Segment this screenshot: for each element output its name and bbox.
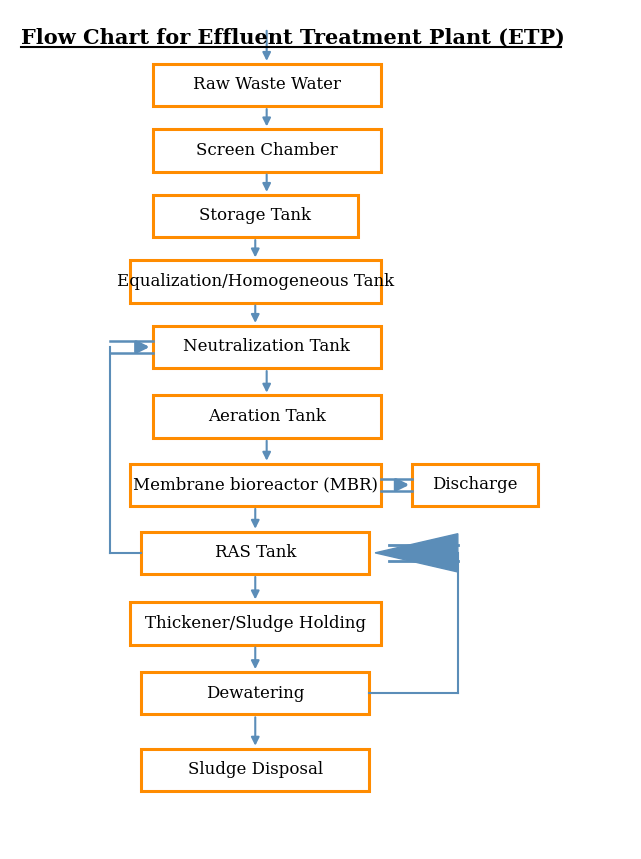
Polygon shape — [375, 533, 458, 572]
FancyBboxPatch shape — [129, 260, 381, 302]
FancyBboxPatch shape — [129, 464, 381, 506]
FancyBboxPatch shape — [153, 195, 358, 237]
FancyBboxPatch shape — [153, 395, 381, 438]
Text: Dewatering: Dewatering — [206, 685, 304, 702]
Text: Raw Waste Water: Raw Waste Water — [193, 76, 340, 94]
Text: Storage Tank: Storage Tank — [199, 208, 312, 224]
FancyBboxPatch shape — [141, 672, 369, 715]
Text: Discharge: Discharge — [432, 476, 518, 493]
Text: Sludge Disposal: Sludge Disposal — [188, 761, 323, 778]
Text: Aeration Tank: Aeration Tank — [208, 408, 326, 425]
Text: Equalization/Homogeneous Tank: Equalization/Homogeneous Tank — [117, 273, 394, 290]
Text: Neutralization Tank: Neutralization Tank — [183, 338, 350, 356]
FancyBboxPatch shape — [141, 532, 369, 574]
FancyBboxPatch shape — [412, 464, 538, 506]
Text: Membrane bioreactor (MBR): Membrane bioreactor (MBR) — [133, 476, 378, 493]
Text: Thickener/Sludge Holding: Thickener/Sludge Holding — [145, 615, 366, 632]
FancyBboxPatch shape — [129, 602, 381, 645]
FancyBboxPatch shape — [153, 326, 381, 369]
FancyBboxPatch shape — [153, 129, 381, 172]
Text: Screen Chamber: Screen Chamber — [196, 142, 338, 159]
FancyBboxPatch shape — [141, 748, 369, 791]
FancyBboxPatch shape — [153, 64, 381, 107]
Text: RAS Tank: RAS Tank — [215, 545, 296, 561]
Text: Flow Chart for Effluent Treatment Plant (ETP): Flow Chart for Effluent Treatment Plant … — [21, 28, 565, 48]
